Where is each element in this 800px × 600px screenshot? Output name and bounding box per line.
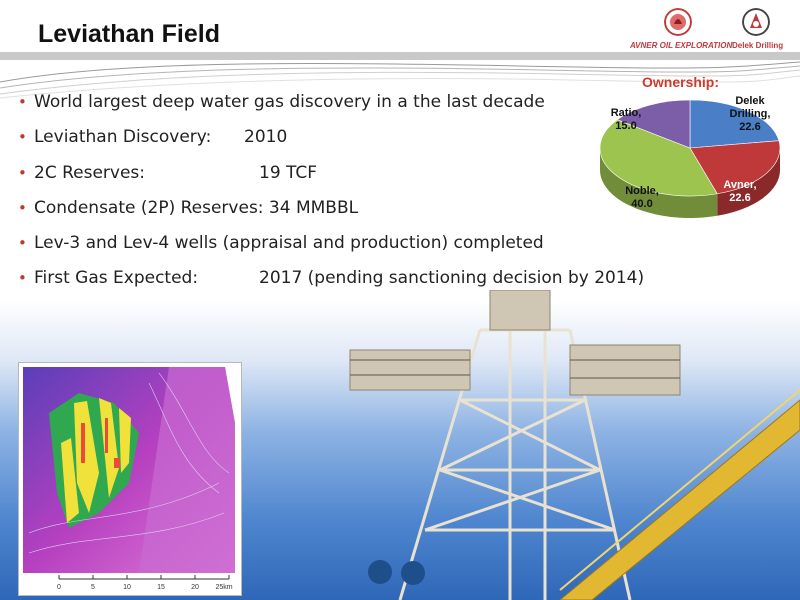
- pie-data-label: Ratio, 15.0: [611, 107, 642, 132]
- bullet-text: World largest deep water gas discovery i…: [34, 92, 545, 112]
- bullet-text: Leviathan Discovery:: [34, 127, 212, 148]
- company-logos: AVNER OIL EXPLORATION Delek Drilling: [628, 8, 800, 54]
- bullet-dot-icon: •: [18, 163, 27, 182]
- map-scale-label: 20: [191, 584, 199, 591]
- pie-slice-side: [717, 148, 780, 216]
- pie-slice-noble: [599, 119, 718, 197]
- pie-slice-side: [600, 148, 718, 218]
- pie-data-label: Noble, 40.0: [625, 185, 659, 210]
- bullet-dot-icon: •: [18, 269, 27, 288]
- pie-slice-avner: [689, 140, 781, 195]
- pie-data-label: Avner, 22.6: [723, 179, 756, 204]
- map-scale-label: 25km: [215, 584, 232, 591]
- avner-logo-icon: [664, 8, 692, 36]
- ownership-pie-chart: Delek Drilling, 22.6 Avner, 22.6 Noble, 40.0 Ra…: [599, 95, 781, 218]
- bullet-value: 19 TCF: [259, 162, 318, 183]
- slide-title: Leviathan Field: [38, 20, 220, 48]
- seismic-amplitude-map: 0 5 10 15 20 25km: [23, 367, 235, 591]
- map-scale-label: 15: [157, 584, 165, 591]
- bullet-dot-icon: •: [18, 198, 27, 217]
- bullet-dot-icon: •: [18, 93, 27, 111]
- avner-logo-text: AVNER OIL EXPLORATION: [630, 41, 733, 50]
- bullet-text: First Gas Expected:: [34, 268, 199, 289]
- pie-data-label: Delek Drilling, 22.6: [730, 95, 771, 133]
- bullet-dot-icon: •: [18, 234, 27, 253]
- header-swoosh-decoration: [0, 52, 800, 99]
- delek-logo-icon: [742, 8, 770, 36]
- bullet-text: 2C Reserves:: [34, 162, 146, 183]
- bullet-dot-icon: •: [18, 128, 27, 147]
- pie-slice-delek-drilling: [689, 99, 780, 149]
- header-divider: [0, 52, 800, 60]
- bullet-text: Condensate (2P) Reserves: 34 MMBBL: [34, 197, 359, 218]
- bullet-value: 2017 (pending sanctioning decision by 20…: [259, 268, 645, 289]
- offshore-rig-illustration: [349, 290, 800, 600]
- chart-title: Ownership:: [642, 74, 720, 90]
- bullet-value: 2010: [244, 127, 288, 148]
- map-scale-label: 10: [123, 584, 131, 591]
- seismic-map-frame: 0 5 10 15 20 25km: [18, 362, 242, 596]
- pie-slice-ratio: [616, 99, 691, 149]
- bullet-text: Lev-3 and Lev-4 wells (appraisal and pro…: [34, 233, 544, 254]
- map-scale-label: 0: [57, 584, 61, 591]
- map-scale-label: 5: [91, 584, 95, 591]
- delek-logo-text: Delek Drilling: [732, 41, 784, 50]
